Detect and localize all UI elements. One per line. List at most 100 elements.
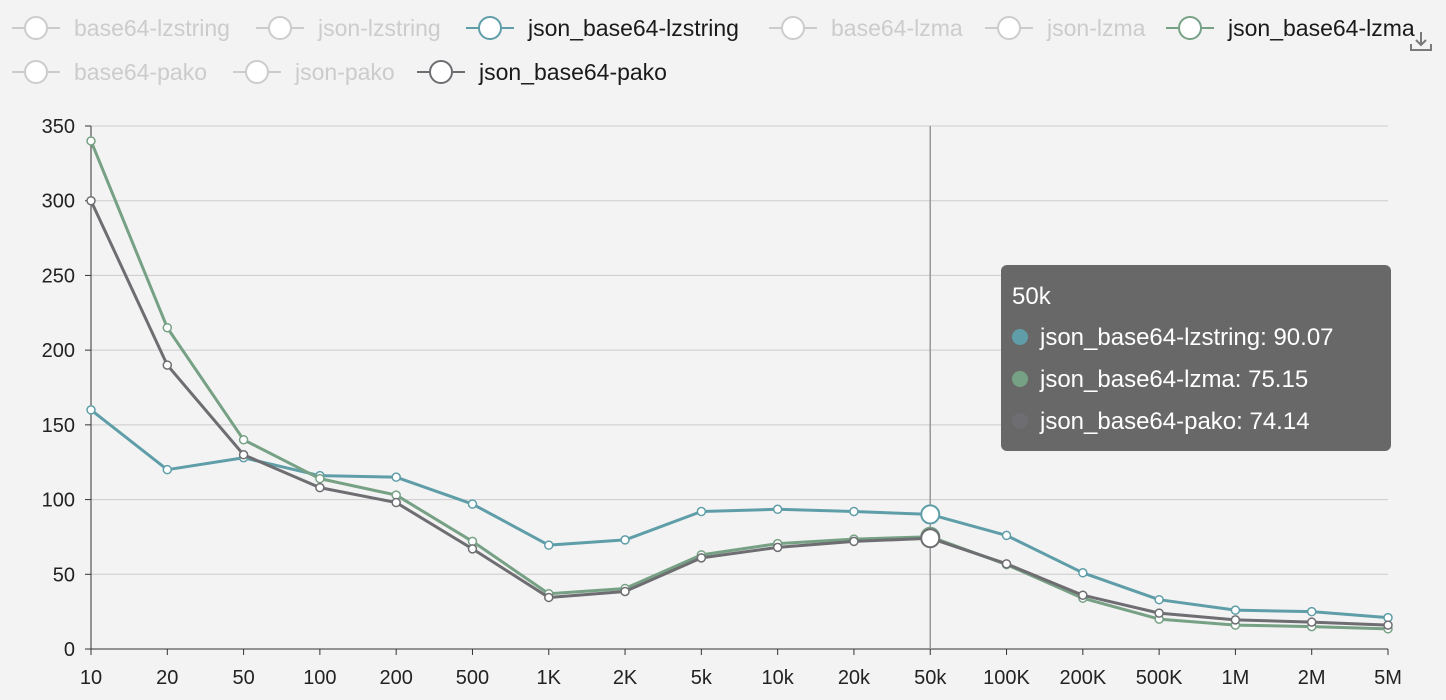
x-tick-label: 200K (1059, 667, 1106, 689)
data-point[interactable] (162, 464, 173, 475)
x-tick-label: 50 (232, 667, 254, 689)
tooltip-series-dot (1012, 329, 1028, 345)
x-tick-label: 1K (537, 667, 562, 689)
data-point[interactable] (238, 449, 249, 460)
data-point[interactable] (696, 553, 707, 563)
data-point[interactable] (1001, 559, 1012, 569)
x-tick-label: 10k (762, 667, 795, 689)
legend-item[interactable]: json-lzstring (256, 15, 441, 41)
x-tick-label: 1M (1222, 667, 1250, 689)
legend-label: base64-lzma (831, 15, 963, 41)
data-point[interactable] (467, 544, 478, 554)
tooltip-row: json_base64-lzstring: 90.07 (1039, 324, 1334, 351)
legend-item[interactable]: json_base64-pako (417, 59, 667, 85)
legend-item[interactable]: json_base64-lzma (1166, 15, 1415, 41)
data-point[interactable] (1078, 568, 1088, 578)
legend-label: json-lzstring (317, 15, 441, 41)
data-point[interactable] (920, 528, 941, 549)
legend-item[interactable]: json-pako (233, 59, 395, 85)
data-point[interactable] (162, 360, 173, 370)
x-tick-label: 20 (156, 667, 178, 689)
data-point[interactable] (86, 405, 96, 415)
series-line (89, 200, 1389, 627)
data-point[interactable] (849, 536, 859, 547)
legend-marker (268, 16, 292, 40)
series-json_base64-lzma (86, 136, 1393, 634)
tooltip-series-dot (1012, 413, 1028, 429)
legend-marker (245, 60, 269, 84)
data-point[interactable] (849, 506, 859, 517)
y-tick-label: 250 (42, 265, 75, 287)
download-icon[interactable] (1408, 30, 1434, 54)
x-tick-label: 10 (80, 667, 102, 689)
legend-label: base64-lzstring (74, 15, 230, 41)
chart-toolbar[interactable] (1408, 30, 1434, 54)
data-point[interactable] (1154, 608, 1164, 618)
legend-label: json-pako (294, 59, 395, 85)
data-point[interactable] (1383, 620, 1393, 630)
x-tick-label: 2K (613, 667, 638, 689)
y-tick-label: 200 (42, 340, 75, 362)
data-point[interactable] (315, 473, 325, 484)
legend-marker (1178, 16, 1202, 40)
data-point[interactable] (544, 592, 554, 603)
data-point[interactable] (920, 504, 941, 525)
legend: base64-lzstring json-lzstring json_base64-… (12, 15, 1415, 85)
data-point[interactable] (86, 136, 96, 146)
data-point[interactable] (1001, 530, 1012, 541)
legend-item[interactable]: base64-lzma (769, 15, 963, 41)
legend-label: json_base64-lzma (1227, 15, 1415, 41)
y-tick-label: 150 (42, 415, 75, 437)
data-point[interactable] (1078, 590, 1088, 600)
data-point[interactable] (391, 497, 401, 508)
data-point[interactable] (1230, 605, 1241, 615)
data-point[interactable] (315, 482, 325, 493)
axes: 0 50 100 150 200 250 300 350 10 20 50 100 200 500 1K 2K… (42, 116, 1402, 689)
series-json_base64-pako (86, 195, 1393, 630)
data-point[interactable] (772, 542, 783, 553)
legend-label: json-lzma (1046, 15, 1146, 41)
legend-marker (781, 16, 805, 40)
legend-marker (24, 60, 48, 84)
y-tick-label: 0 (64, 639, 75, 661)
legend-label: base64-pako (74, 59, 207, 85)
data-point[interactable] (1306, 606, 1317, 617)
legend-label: json_base64-lzstring (527, 15, 739, 41)
x-tick-label: 200 (379, 667, 412, 689)
data-point[interactable] (162, 322, 173, 333)
y-tick-label: 300 (42, 191, 75, 213)
data-point[interactable] (620, 535, 630, 545)
legend-marker (478, 16, 502, 40)
legend-item[interactable]: json_base64-lzstring (466, 15, 739, 41)
series-line (89, 140, 1389, 631)
data-point[interactable] (86, 195, 96, 206)
x-tick-label: 5M (1374, 667, 1402, 689)
legend-marker (429, 60, 453, 84)
x-tick-label: 100 (303, 667, 336, 689)
legend-marker (24, 16, 48, 40)
data-point[interactable] (238, 435, 249, 445)
data-point[interactable] (696, 506, 707, 517)
tooltip-title: 50k (1012, 283, 1052, 310)
tooltip-series-dot (1012, 371, 1028, 387)
legend-label: json_base64-pako (478, 59, 667, 85)
x-tick-label: 2M (1298, 667, 1326, 689)
legend-marker (997, 16, 1021, 40)
legend-item[interactable]: base64-pako (12, 59, 207, 85)
data-point[interactable] (1230, 615, 1241, 625)
data-point[interactable] (544, 540, 554, 550)
data-point[interactable] (391, 472, 401, 482)
data-point[interactable] (1306, 617, 1317, 627)
data-point[interactable] (467, 499, 478, 509)
legend-item[interactable]: base64-lzstring (12, 15, 230, 41)
data-point[interactable] (1154, 594, 1164, 605)
x-tick-label: 100K (983, 667, 1030, 689)
grid-lines (91, 125, 1388, 575)
series-lines (86, 136, 1393, 634)
x-tick-label: 5k (691, 667, 713, 689)
data-point[interactable] (620, 586, 630, 597)
data-point[interactable] (772, 504, 783, 515)
x-tick-label: 20k (838, 667, 871, 689)
legend-item[interactable]: json-lzma (985, 15, 1146, 41)
